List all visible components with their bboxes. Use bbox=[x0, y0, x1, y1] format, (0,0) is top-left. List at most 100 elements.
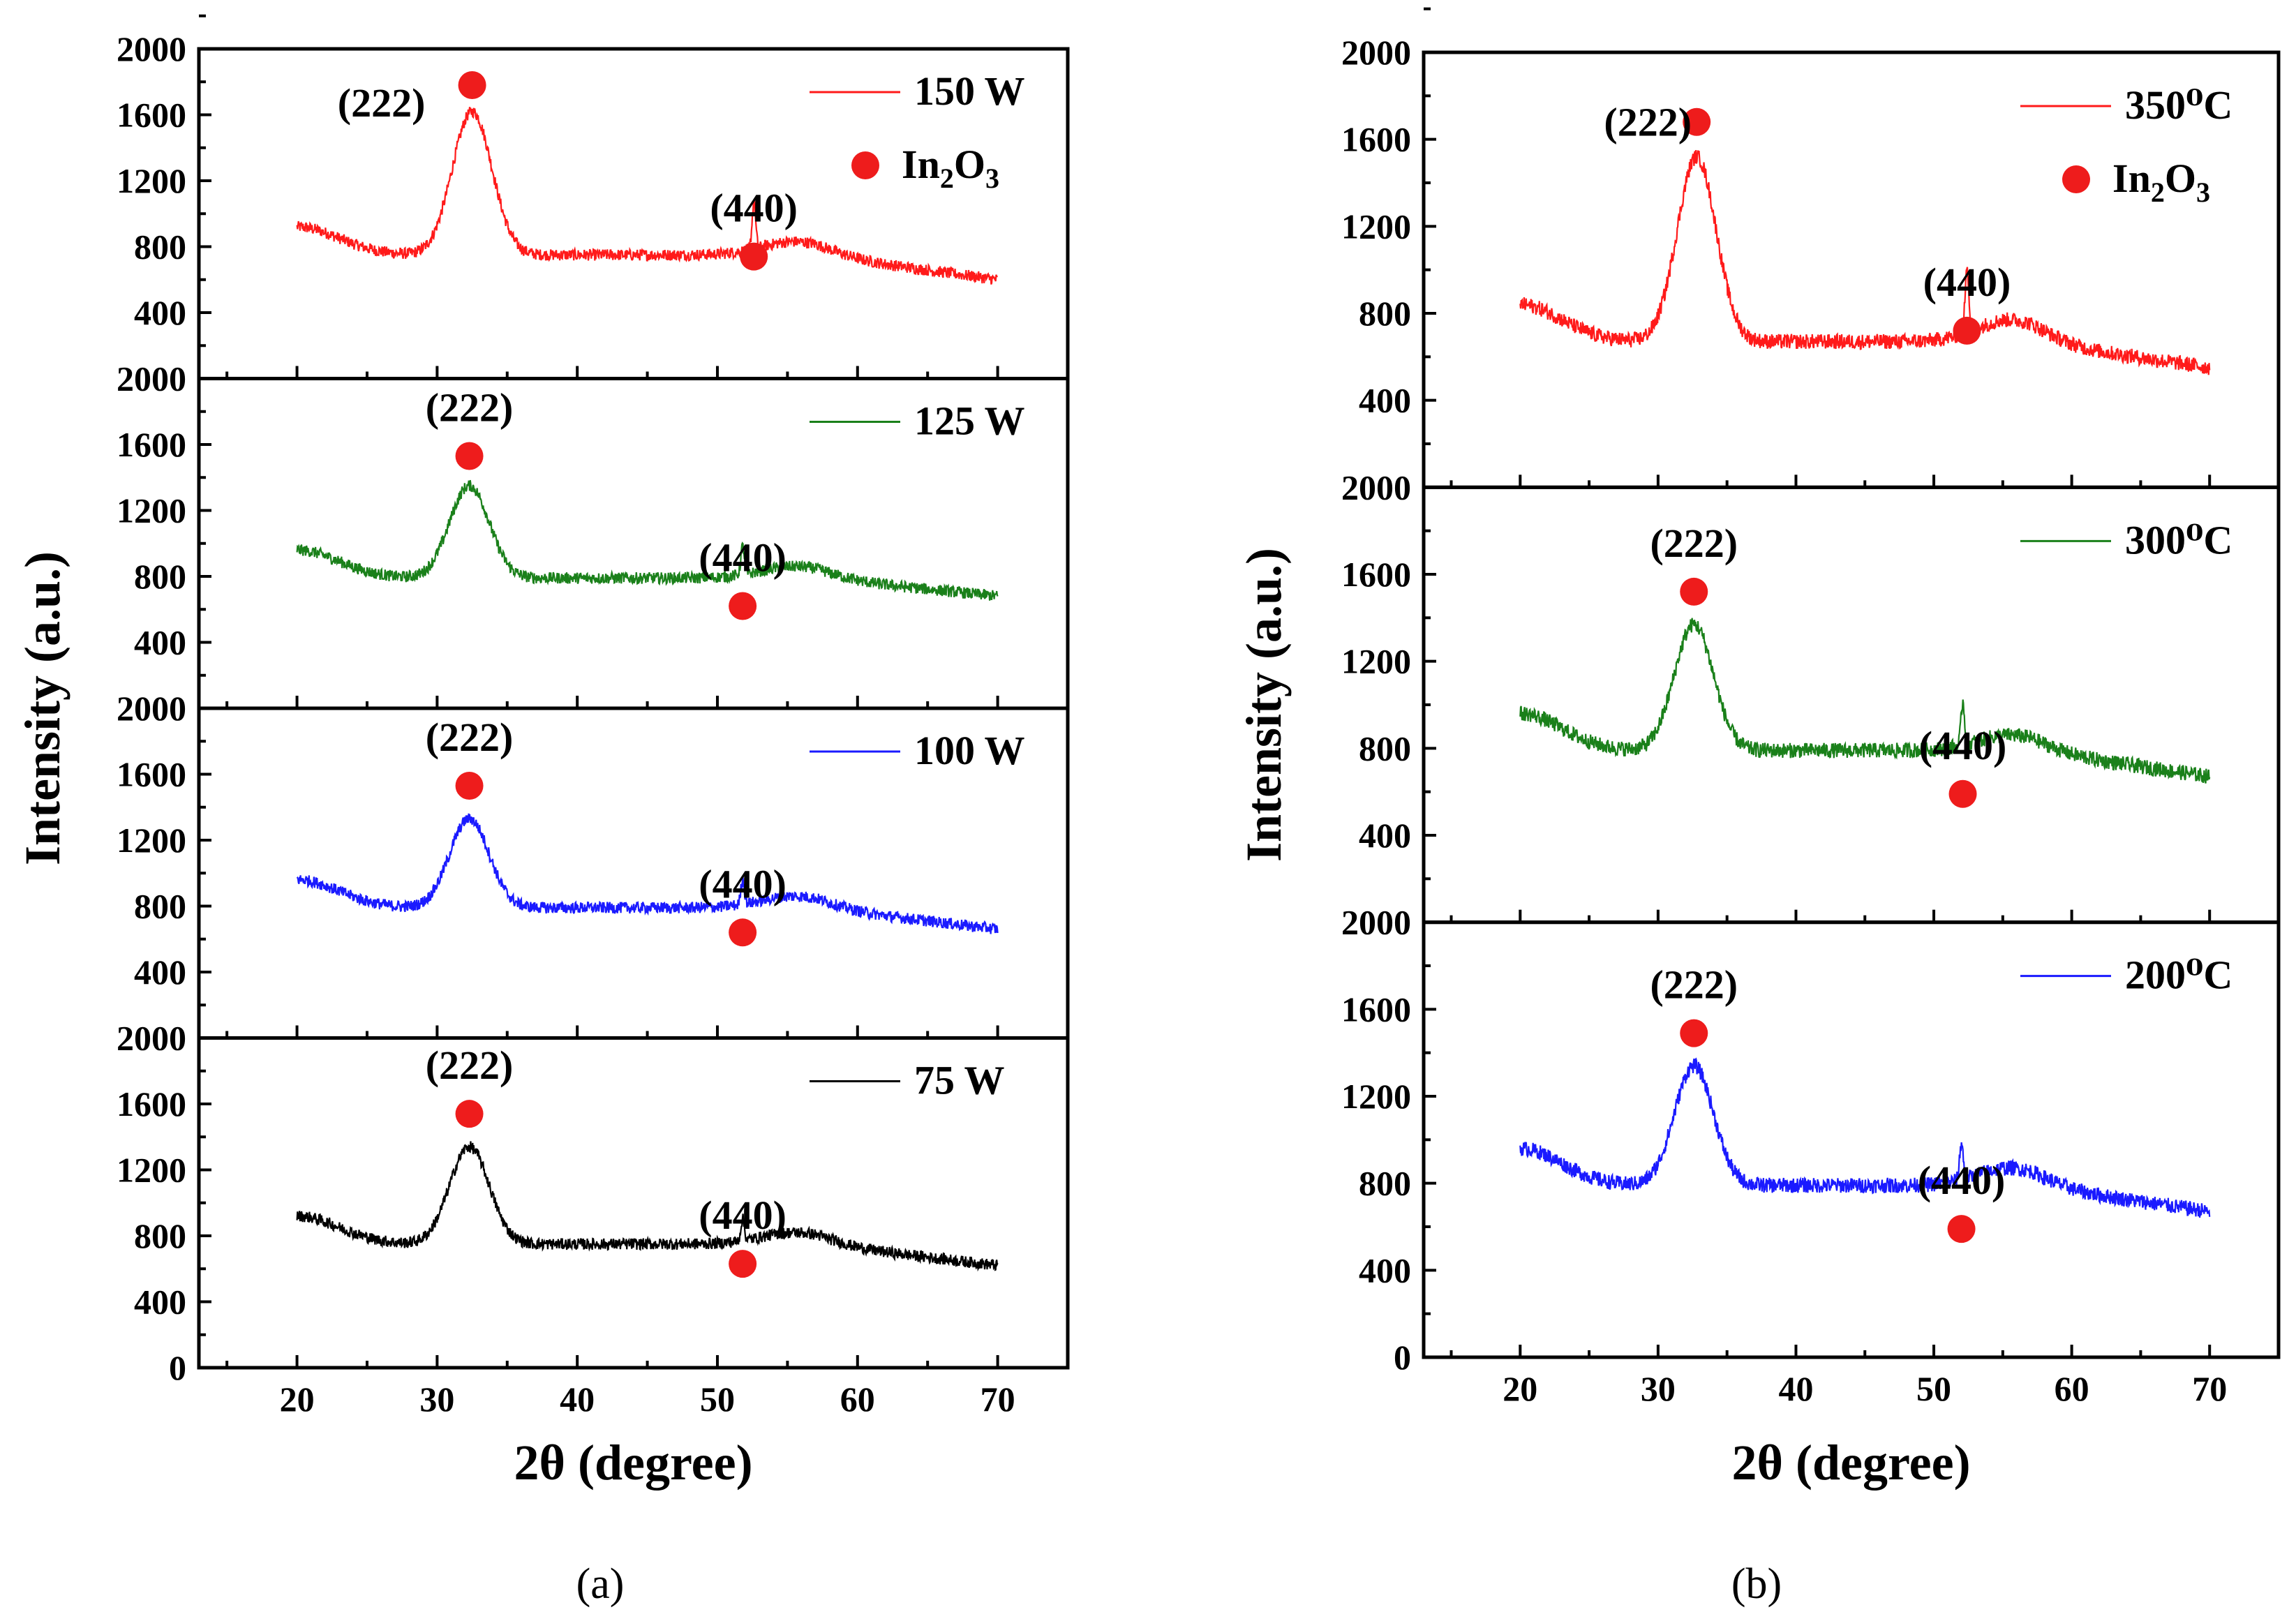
x-axis-title: 2θ (degree) bbox=[514, 1435, 752, 1491]
panel-b-caption: (b) bbox=[1731, 1560, 1782, 1608]
peak-label: (222) bbox=[426, 1043, 514, 1088]
x-tick-label: 20 bbox=[1503, 1369, 1537, 1408]
y-tick-label: 0 bbox=[169, 1348, 186, 1387]
y-axis-title: Intensity (a.u.) bbox=[15, 551, 70, 865]
y-tick-label: 1200 bbox=[117, 821, 186, 860]
x-tick-label: 40 bbox=[1778, 1369, 1813, 1408]
peak-label: (440) bbox=[710, 186, 798, 231]
y-tick-label: 800 bbox=[1359, 1164, 1411, 1203]
in2o3-peak-marker bbox=[729, 1250, 757, 1278]
y-tick-label: 400 bbox=[134, 293, 186, 332]
series-line bbox=[1519, 618, 2211, 784]
y-tick-label: 1600 bbox=[1341, 555, 1411, 594]
in2o3-peak-marker bbox=[1947, 1215, 1976, 1243]
peak-label: (440) bbox=[699, 1193, 787, 1238]
x-tick-label: 60 bbox=[2055, 1369, 2089, 1408]
series-line bbox=[1519, 1057, 2211, 1218]
series-line bbox=[1519, 149, 2211, 375]
y-tick-label: 2000 bbox=[1341, 903, 1411, 942]
x-tick-label: 30 bbox=[1641, 1369, 1676, 1408]
y-tick-label: 800 bbox=[134, 227, 186, 267]
in2o3-peak-marker bbox=[740, 242, 768, 271]
y-tick-label: 1600 bbox=[1341, 989, 1411, 1029]
series-line bbox=[296, 107, 998, 285]
subplot-100w: 400 800 1200 1600 2000 (222) (440) 100 W bbox=[117, 673, 1070, 1040]
legend-label: 200⁰C bbox=[2125, 953, 2232, 998]
peak-label: (440) bbox=[699, 861, 787, 906]
x-tick-label: 40 bbox=[560, 1380, 595, 1419]
in2o3-peak-marker bbox=[458, 70, 486, 99]
series-line bbox=[296, 1141, 999, 1272]
y-tick-label: 2000 bbox=[117, 29, 186, 68]
y-tick-label: 400 bbox=[1359, 381, 1411, 420]
subplot-350c: 400 800 1200 1600 2000 (222) (440) 350⁰C In2O3 bbox=[1341, 7, 2281, 489]
y-tick-label: 800 bbox=[1359, 294, 1411, 333]
y-tick-label: 400 bbox=[134, 953, 186, 992]
y-tick-label: 1200 bbox=[117, 491, 186, 530]
legend-label: 300⁰C bbox=[2125, 517, 2232, 562]
peak-label: (440) bbox=[1919, 723, 2007, 768]
y-tick-label: 1200 bbox=[117, 1151, 186, 1190]
y-tick-label: 1200 bbox=[1341, 207, 1411, 246]
y-tick-label: 2000 bbox=[117, 359, 186, 398]
in2o3-peak-marker bbox=[1680, 1019, 1708, 1047]
y-tick-label: 800 bbox=[134, 887, 186, 926]
peak-label: (222) bbox=[1604, 100, 1692, 145]
legend-in2o3-label: In2O3 bbox=[2112, 156, 2210, 208]
subplot-75w: 0 400 800 1200 1600 2000 20 30 40 50 60 70 (222) (440… bbox=[117, 1003, 1070, 1419]
y-tick-label: 800 bbox=[134, 1216, 186, 1255]
in2o3-peak-marker bbox=[1953, 316, 1981, 345]
legend-label: 150 W bbox=[914, 68, 1024, 114]
in2o3-peak-marker bbox=[455, 1100, 484, 1128]
y-tick-label: 1600 bbox=[117, 96, 186, 135]
subplot-125w: 400 800 1200 1600 2000 (222) (440) 125 W bbox=[117, 344, 1070, 710]
y-tick-label: 800 bbox=[134, 557, 186, 596]
legend-label: 100 W bbox=[914, 728, 1024, 773]
subplot-200c: 0 400 800 1200 1600 2000 20 30 40 50 60 70 (222) (440… bbox=[1341, 877, 2281, 1408]
in2o3-peak-marker bbox=[1683, 107, 1711, 136]
y-tick-label: 2000 bbox=[117, 689, 186, 728]
panel-a-caption: (a) bbox=[576, 1560, 625, 1608]
y-tick-label: 400 bbox=[134, 623, 186, 662]
legend-in2o3-marker bbox=[851, 151, 879, 179]
peak-label: (222) bbox=[1650, 962, 1738, 1008]
legend-in2o3-label: In2O3 bbox=[902, 142, 999, 194]
peak-label: (222) bbox=[426, 715, 514, 760]
x-tick-label: 70 bbox=[2192, 1369, 2227, 1408]
y-axis-title: Intensity (a.u.) bbox=[1236, 548, 1292, 862]
subplot-150w: 400 800 1200 1600 2000 (222) (440) 150 W In2O3 bbox=[117, 14, 1070, 380]
y-tick-label: 400 bbox=[134, 1283, 186, 1322]
y-tick-label: 1600 bbox=[117, 1084, 186, 1123]
subplot-300c: 400 800 1200 1600 2000 (222) (440) 300⁰C bbox=[1341, 442, 2281, 925]
x-tick-label: 70 bbox=[981, 1380, 1015, 1419]
in2o3-peak-marker bbox=[729, 918, 757, 947]
y-tick-label: 1600 bbox=[117, 755, 186, 794]
y-tick-label: 1200 bbox=[117, 161, 186, 200]
in2o3-peak-marker bbox=[455, 772, 484, 800]
series-line bbox=[296, 479, 999, 601]
x-tick-label: 30 bbox=[419, 1380, 454, 1419]
in2o3-peak-marker bbox=[1948, 779, 1977, 808]
x-tick-label: 50 bbox=[700, 1380, 735, 1419]
y-tick-label: 1200 bbox=[1341, 642, 1411, 681]
legend-in2o3-marker bbox=[2062, 165, 2090, 193]
y-tick-label: 2000 bbox=[117, 1019, 186, 1058]
y-tick-label: 800 bbox=[1359, 729, 1411, 768]
panel-b-temperature-series: 400800120016002000(222)(440)350⁰CIn2O340… bbox=[1236, 7, 2281, 1491]
y-tick-label: 400 bbox=[1359, 1250, 1411, 1290]
peak-label: (440) bbox=[1918, 1158, 2006, 1203]
y-tick-label: 1600 bbox=[1341, 120, 1411, 159]
peak-label: (222) bbox=[426, 385, 514, 431]
y-tick-label: 400 bbox=[1359, 816, 1411, 855]
x-tick-label: 50 bbox=[1916, 1369, 1951, 1408]
peak-label: (440) bbox=[699, 535, 787, 581]
y-tick-label: 2000 bbox=[1341, 468, 1411, 507]
y-tick-label: 0 bbox=[1394, 1338, 1411, 1377]
legend-label: 75 W bbox=[914, 1058, 1004, 1103]
x-axis-title: 2θ (degree) bbox=[1731, 1435, 1970, 1491]
in2o3-peak-marker bbox=[1680, 577, 1708, 606]
y-tick-label: 2000 bbox=[1341, 33, 1411, 72]
peak-label: (222) bbox=[1650, 521, 1738, 566]
